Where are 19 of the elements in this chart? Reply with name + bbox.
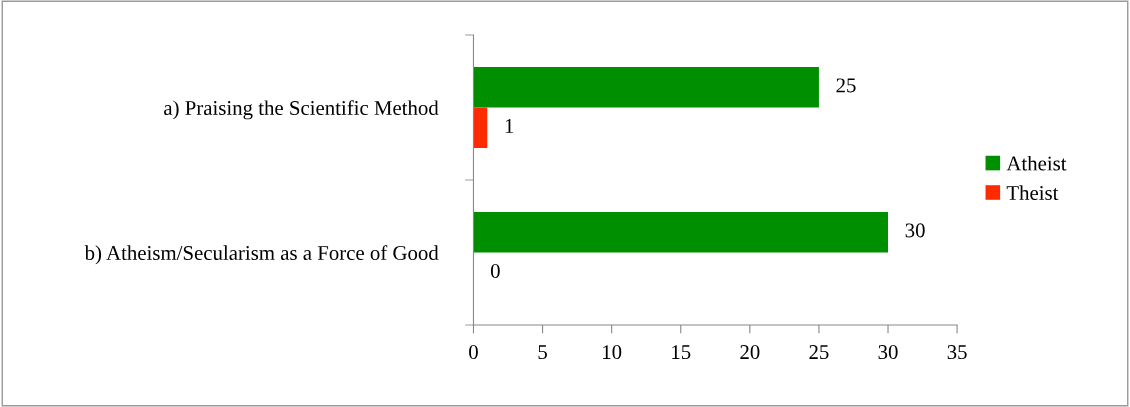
data-label: 0: [490, 263, 500, 279]
y-tick-label: a) Praising the Scientific Method: [164, 100, 439, 120]
legend-label: Theist: [1006, 185, 1059, 200]
y-tick-label: b) Atheism/Secularism as a Force of Good: [84, 245, 439, 265]
x-tick-label: 15: [672, 345, 691, 360]
x-tick-label: 30: [878, 345, 898, 360]
bar: [473, 107, 488, 149]
data-label: 1: [505, 119, 514, 133]
x-tick-label: 0: [469, 345, 478, 360]
legend-label: Atheist: [1006, 155, 1067, 171]
x-tick-label: 10: [603, 345, 622, 360]
x-tick-label: 35: [947, 345, 967, 360]
data-label: 25: [836, 78, 856, 93]
x-tick-label: 5: [538, 345, 547, 360]
data-label: 30: [905, 223, 925, 238]
bar: [473, 211, 889, 253]
x-tick-label: 25: [809, 345, 829, 360]
x-tick-label: 20: [740, 345, 760, 360]
bar: [473, 66, 819, 108]
